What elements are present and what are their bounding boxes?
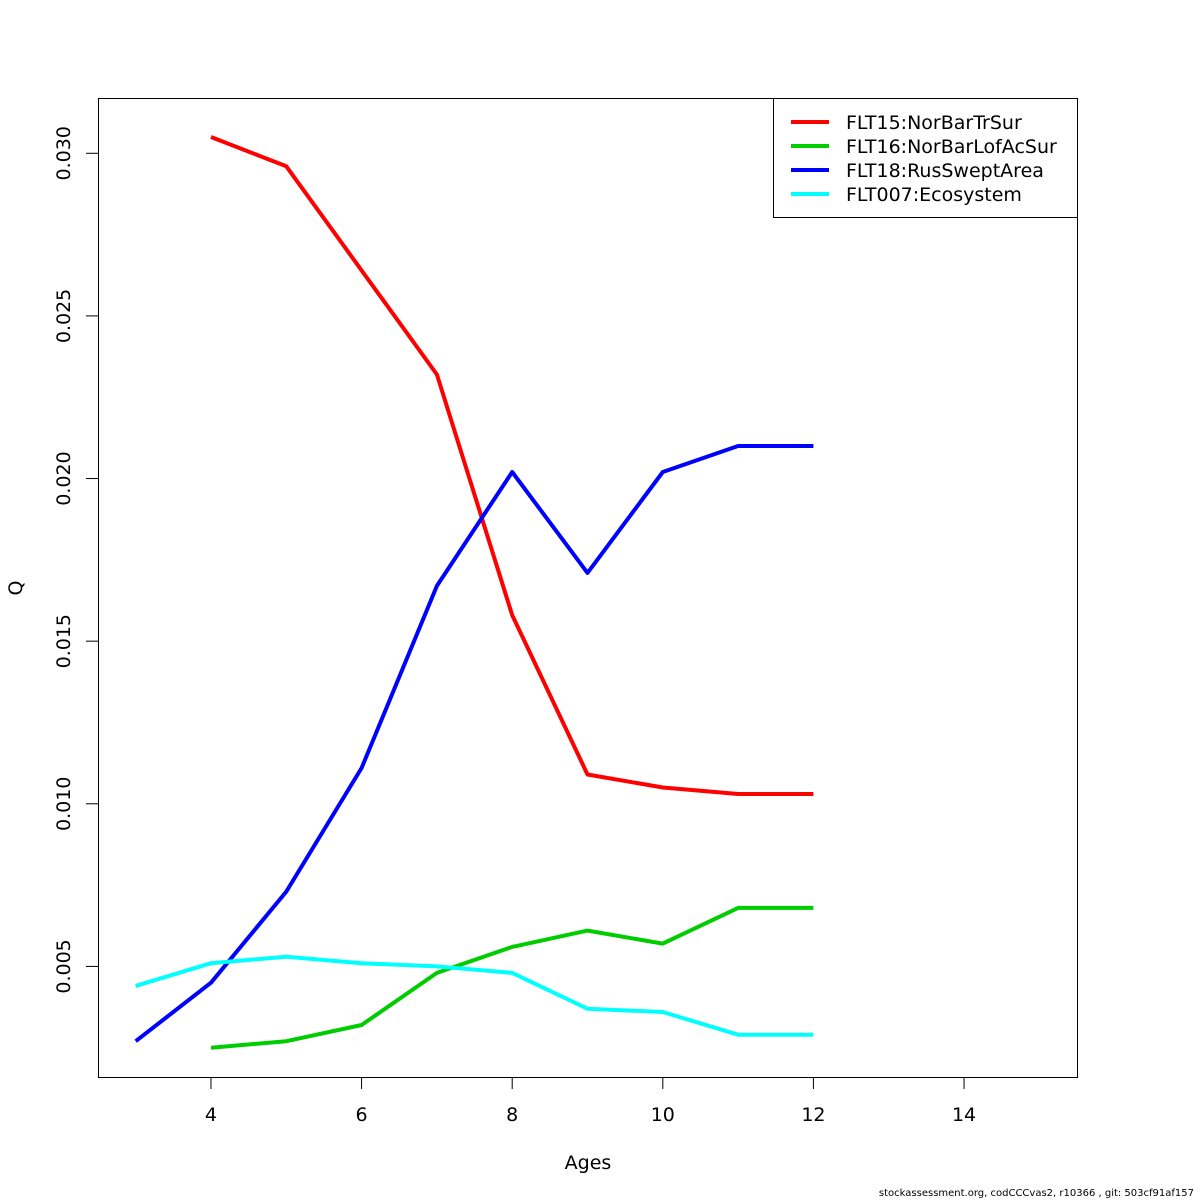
x-tick-label: 6 — [356, 1104, 368, 1126]
y-tick-label: 0.020 — [53, 451, 75, 505]
x-tick-label: 14 — [952, 1104, 976, 1126]
y-tick-label: 0.010 — [53, 777, 75, 831]
x-tick-label: 12 — [801, 1104, 825, 1126]
y-tick-label: 0.015 — [53, 614, 75, 668]
series-line-3 — [136, 446, 814, 1041]
y-tick-label: 0.030 — [53, 126, 75, 180]
footer-note: stockassessment.org, codCCCvas2, r10366 … — [879, 1188, 1194, 1199]
legend-label-1: FLT15:NorBarTrSur — [846, 112, 1022, 134]
legend-label-2: FLT16:NorBarLofAcSur — [846, 136, 1057, 158]
x-tick-label: 10 — [651, 1104, 675, 1126]
legend-label-4: FLT007:Ecosystem — [846, 184, 1022, 206]
x-tick-label: 4 — [205, 1104, 217, 1126]
legend-label-3: FLT18:RusSweptArea — [846, 160, 1044, 182]
series-layer — [136, 137, 814, 1048]
x-axis-label: Ages — [565, 1152, 612, 1174]
x-tick-label: 8 — [506, 1104, 518, 1126]
legend: FLT15:NorBarTrSurFLT16:NorBarLofAcSurFLT… — [774, 99, 1078, 218]
series-line-4 — [136, 957, 814, 1035]
y-tick-label: 0.025 — [53, 289, 75, 343]
x-axis: 4 6 8 10 12 14 — [205, 1077, 976, 1126]
y-axis-label: Q — [5, 581, 27, 596]
series-line-1 — [211, 137, 813, 794]
y-tick-label: 0.005 — [53, 939, 75, 993]
series-line-2 — [211, 908, 813, 1048]
y-axis: 0.005 0.010 0.015 0.020 0.025 0.030 — [53, 126, 99, 994]
